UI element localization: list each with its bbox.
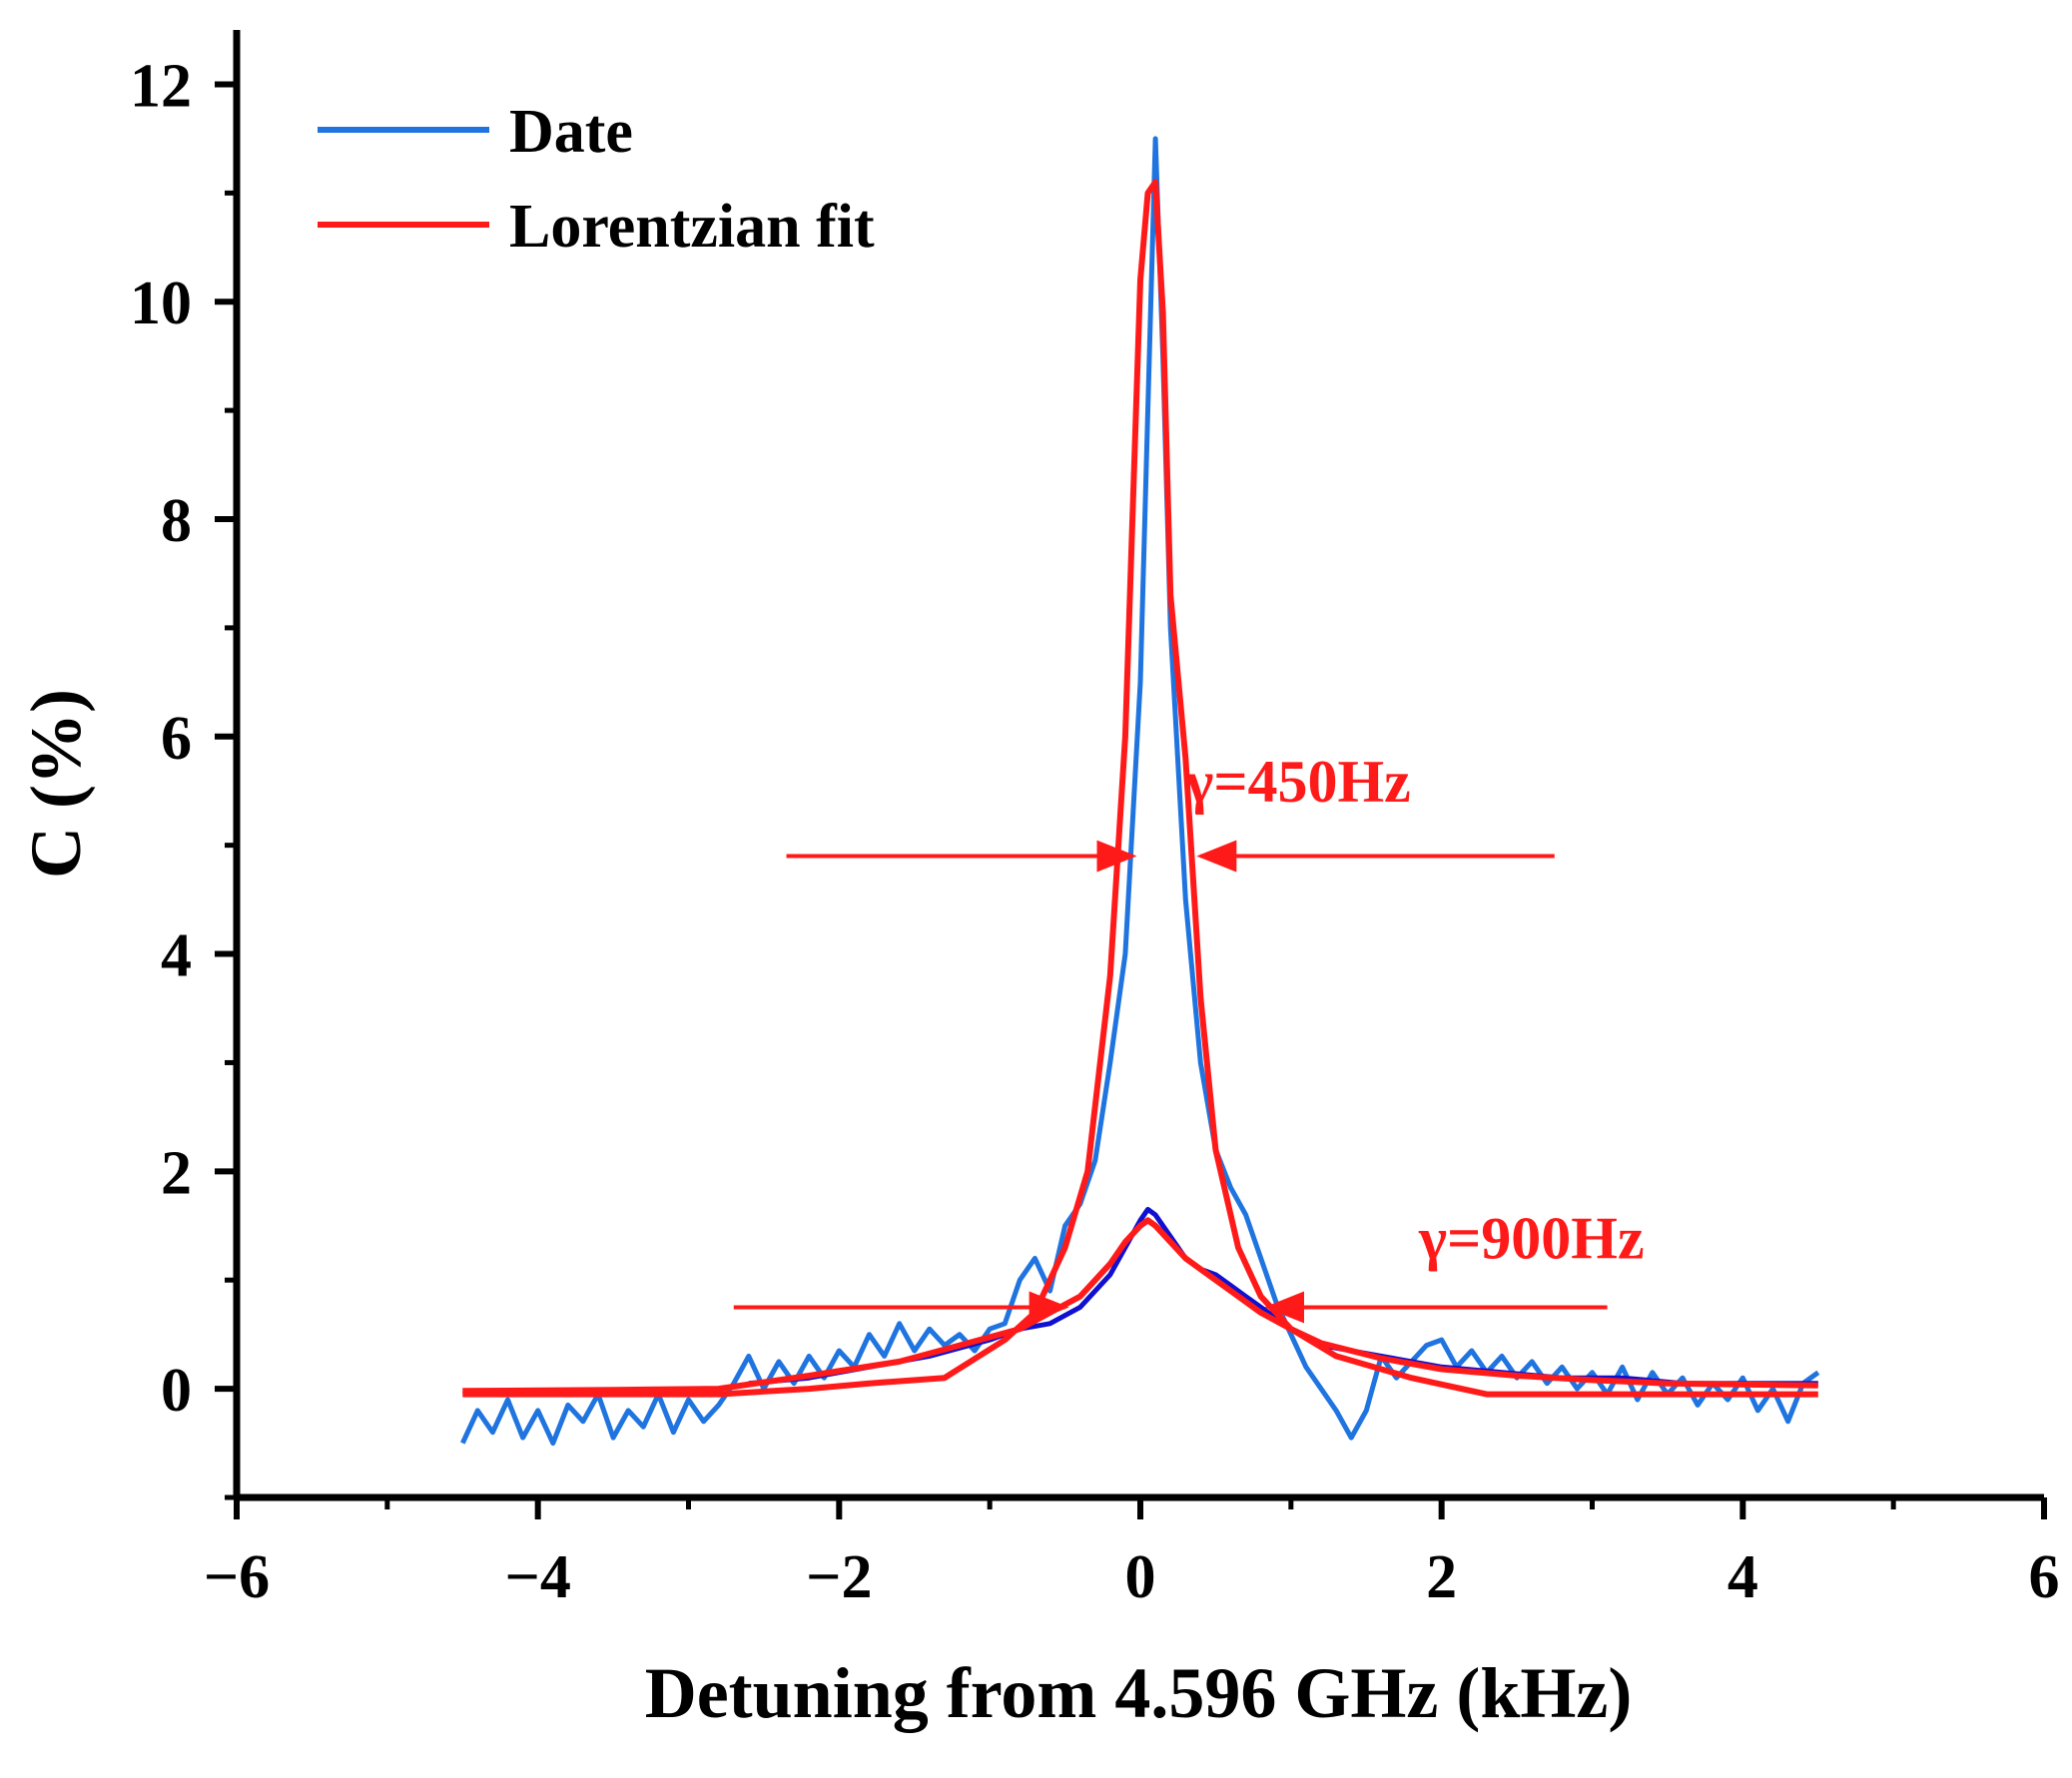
x-tick-label: 2 <box>1426 1543 1457 1611</box>
axes <box>233 30 2044 1501</box>
annotation-label: γ=900Hz <box>1418 1205 1645 1271</box>
y-tick-label: 10 <box>130 270 192 337</box>
legend: Date Lorentzian fit <box>318 98 875 261</box>
ticks: −6 −4 −2 0 2 4 6 0 2 4 6 8 10 12 <box>130 52 2060 1611</box>
x-tick-label: 6 <box>2029 1543 2060 1611</box>
x-tick-label: −2 <box>806 1543 872 1611</box>
x-tick-label: 4 <box>1727 1543 1758 1611</box>
x-tick-label: −4 <box>504 1543 570 1611</box>
lorentzian-fit-narrow-line <box>462 179 1818 1398</box>
y-tick-label: 6 <box>161 705 192 773</box>
y-tick-label: 4 <box>161 922 192 990</box>
lorentzian-fit-broad-line <box>462 1217 1818 1395</box>
x-tick-label: −6 <box>204 1543 270 1611</box>
x-tick-label: 0 <box>1125 1543 1156 1611</box>
x-axis-title: Detuning from 4.596 GHz (kHz) <box>645 1653 1633 1733</box>
y-tick-label: 12 <box>130 52 192 120</box>
y-tick-label: 8 <box>161 487 192 555</box>
plot-area <box>460 136 1820 1447</box>
annotations: γ=450Hz γ=900Hz <box>733 749 1645 1324</box>
y-tick-label: 0 <box>161 1357 192 1425</box>
annotation-label: γ=450Hz <box>1184 749 1411 815</box>
legend-label: Date <box>509 98 633 166</box>
y-axis-title: C (%) <box>16 689 96 879</box>
y-tick-label: 2 <box>161 1139 192 1207</box>
legend-label: Lorentzian fit <box>509 193 875 261</box>
